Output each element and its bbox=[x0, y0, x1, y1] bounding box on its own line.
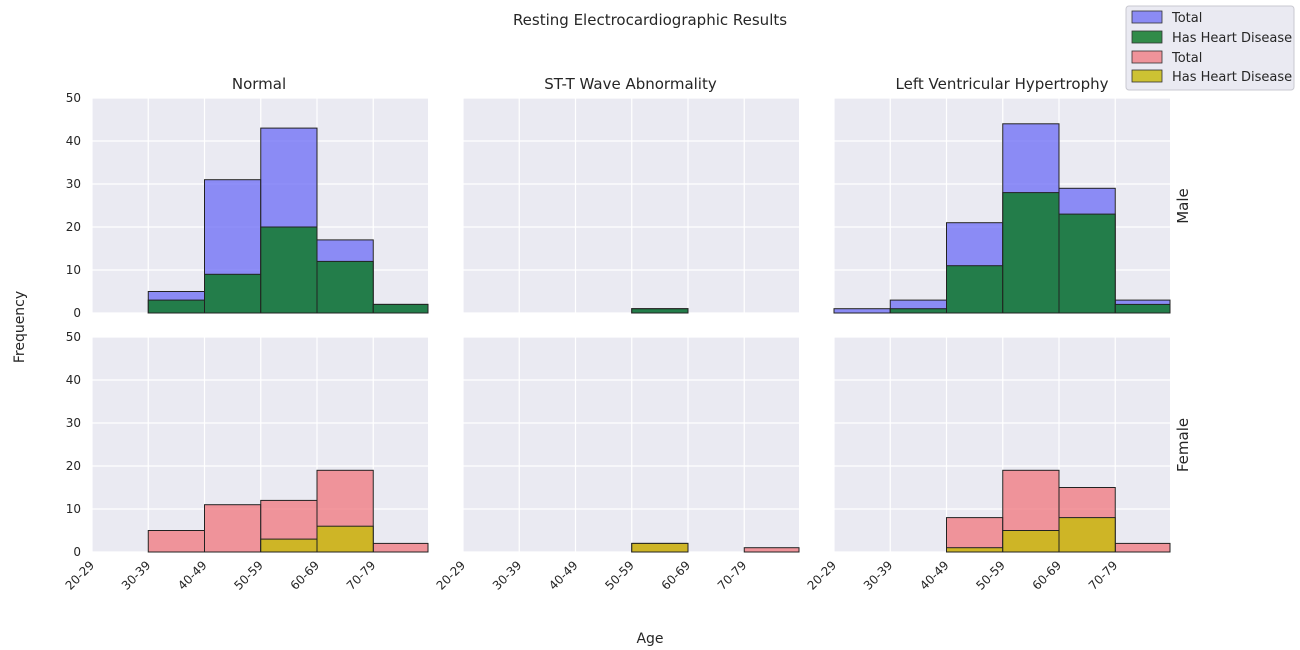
panel-male-st-t-wave-abnormality bbox=[462, 97, 799, 314]
legend-label-female-total: Total bbox=[1171, 51, 1202, 66]
column-title-normal: Normal bbox=[232, 75, 286, 93]
y-tick-label: 40 bbox=[66, 134, 81, 148]
y-axis-label: Frequency bbox=[12, 291, 28, 363]
x-tick-label-30-39: 30-39 bbox=[119, 558, 154, 593]
chart-title: Resting Electrocardiographic Results bbox=[513, 11, 787, 29]
bar-heart-disease-50-59 bbox=[1002, 530, 1060, 553]
panel-male-left-ventricular-hypertrophy bbox=[833, 97, 1171, 314]
x-tick-label-40-49: 40-49 bbox=[175, 558, 210, 593]
bar-heart-disease-70-79 bbox=[372, 303, 429, 314]
y-tick-label: 40 bbox=[66, 373, 81, 387]
bar-heart-disease-50-59 bbox=[631, 542, 689, 553]
x-tick-label-20-29: 20-29 bbox=[805, 558, 840, 593]
x-tick-label-20-29: 20-29 bbox=[434, 558, 469, 593]
x-tick-label-70-79: 70-79 bbox=[715, 558, 750, 593]
x-tick-label-50-59: 50-59 bbox=[231, 558, 266, 593]
bar-total-70-79 bbox=[372, 542, 429, 553]
x-tick-label-60-69: 60-69 bbox=[1030, 558, 1065, 593]
panels-group: 0 10 20 30 40 50 0 10 20 30 40 50 20-29 30-39 40-49 50-… bbox=[63, 91, 1171, 593]
x-tick-label-40-49: 40-49 bbox=[546, 558, 581, 593]
x-tick-label-20-29: 20-29 bbox=[63, 558, 98, 593]
bar-heart-disease-50-59 bbox=[631, 308, 689, 314]
bar-heart-disease-50-59 bbox=[260, 538, 318, 553]
bar-heart-disease-50-59 bbox=[1002, 192, 1060, 314]
bar-heart-disease-60-69 bbox=[316, 525, 374, 553]
panel-male-normal: 0 10 20 30 40 50 bbox=[66, 91, 429, 320]
x-tick-label-30-39: 30-39 bbox=[861, 558, 896, 593]
bar-total-70-79 bbox=[743, 547, 800, 553]
x-tick-label-60-69: 60-69 bbox=[288, 558, 323, 593]
legend-swatch-female-heart-disease bbox=[1131, 69, 1163, 83]
legend-swatch-female-total bbox=[1131, 50, 1163, 64]
legend: Total Has Heart Disease Total Has Heart … bbox=[1125, 5, 1295, 91]
legend-label-male-heart-disease: Has Heart Disease bbox=[1172, 31, 1292, 46]
panel-female-left-ventricular-hypertrophy: 20-29 30-39 40-49 50-59 60-69 70-79 bbox=[805, 336, 1171, 593]
column-title-left-ventricular-hypertrophy: Left Ventricular Hypertrophy bbox=[896, 75, 1109, 93]
bar-total-40-49 bbox=[204, 504, 262, 553]
y-tick-label: 50 bbox=[66, 330, 81, 344]
x-tick-label-70-79: 70-79 bbox=[1086, 558, 1121, 593]
panel-background bbox=[463, 98, 799, 313]
x-tick-label-40-49: 40-49 bbox=[917, 558, 952, 593]
y-tick-label: 30 bbox=[66, 416, 81, 430]
panel-female-st-t-wave-abnormality: 20-29 30-39 40-49 50-59 60-69 70-79 bbox=[434, 336, 800, 593]
legend-label-male-total: Total bbox=[1171, 11, 1202, 26]
legend-frame bbox=[1125, 5, 1295, 91]
bar-total-40-49 bbox=[946, 517, 1004, 553]
bar-heart-disease-40-49 bbox=[204, 273, 262, 314]
x-tick-label-70-79: 70-79 bbox=[344, 558, 379, 593]
y-tick-label: 10 bbox=[66, 263, 81, 277]
bar-total-70-79 bbox=[1114, 542, 1171, 553]
y-tick-label: 0 bbox=[73, 306, 81, 320]
bar-heart-disease-60-69 bbox=[1058, 517, 1116, 553]
bar-total-20-29 bbox=[833, 308, 891, 314]
bar-total-30-39 bbox=[147, 530, 205, 553]
x-tick-label-50-59: 50-59 bbox=[602, 558, 637, 593]
legend-label-female-heart-disease: Has Heart Disease bbox=[1172, 70, 1292, 85]
bar-heart-disease-30-39 bbox=[147, 299, 205, 314]
column-title-st-t-wave-abnormality: ST-T Wave Abnormality bbox=[544, 75, 717, 93]
x-axis-label: Age bbox=[636, 631, 663, 647]
x-tick-label-50-59: 50-59 bbox=[973, 558, 1008, 593]
bar-heart-disease-30-39 bbox=[889, 308, 947, 314]
x-tick-label-60-69: 60-69 bbox=[659, 558, 694, 593]
legend-swatch-male-heart-disease bbox=[1131, 30, 1163, 44]
y-tick-label: 50 bbox=[66, 91, 81, 105]
row-label-male: Male bbox=[1174, 188, 1192, 224]
bar-heart-disease-50-59 bbox=[260, 226, 318, 314]
panel-background bbox=[463, 337, 799, 552]
y-tick-label: 0 bbox=[73, 545, 81, 559]
bar-heart-disease-40-49 bbox=[946, 547, 1004, 553]
y-tick-label: 20 bbox=[66, 459, 81, 473]
row-label-female: Female bbox=[1174, 418, 1192, 472]
y-tick-label: 30 bbox=[66, 177, 81, 191]
bar-heart-disease-70-79 bbox=[1114, 303, 1171, 314]
panel-female-normal: 0 10 20 30 40 50 20-29 30-39 40-49 50-59 60-69 70-7… bbox=[63, 330, 429, 593]
x-tick-label-30-39: 30-39 bbox=[490, 558, 525, 593]
bar-heart-disease-60-69 bbox=[316, 260, 374, 314]
y-tick-label: 10 bbox=[66, 502, 81, 516]
legend-swatch-male-total bbox=[1131, 10, 1163, 24]
y-tick-label: 20 bbox=[66, 220, 81, 234]
bar-heart-disease-60-69 bbox=[1058, 213, 1116, 314]
bar-heart-disease-40-49 bbox=[946, 265, 1004, 314]
